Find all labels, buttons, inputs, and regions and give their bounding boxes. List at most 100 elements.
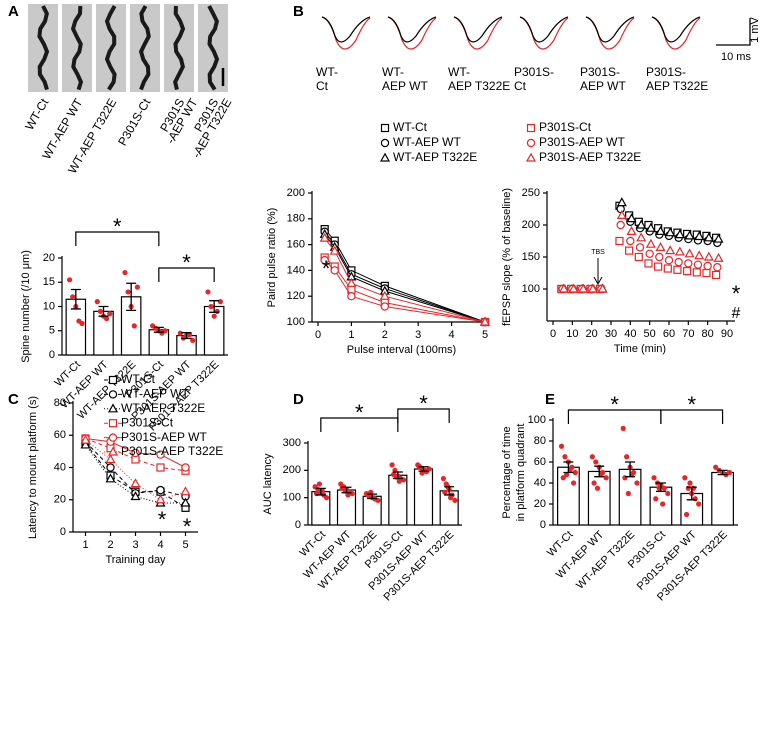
marker (713, 263, 722, 272)
trace-black (321, 16, 371, 43)
data-point (620, 425, 626, 431)
data-point (692, 496, 698, 502)
error-bar (98, 305, 109, 317)
marker (664, 256, 674, 265)
data-point (125, 289, 131, 295)
marker (634, 252, 643, 262)
marker (703, 232, 714, 242)
marker (674, 246, 685, 256)
marker (665, 227, 676, 237)
panel-label: D (293, 391, 304, 408)
marker (106, 463, 115, 472)
data-point (67, 277, 73, 283)
y-tick-label: 300 (283, 437, 301, 449)
marker (330, 266, 339, 275)
legend-label: P301S-AEP WT (539, 135, 625, 149)
data-point (97, 308, 104, 314)
trace-black (651, 16, 701, 43)
marker (526, 138, 536, 148)
significance-bracket (75, 231, 160, 246)
y-tick-label: 100 (528, 414, 546, 426)
annotation: * (158, 507, 167, 532)
marker (635, 243, 645, 252)
x-tick-label: 80 (702, 328, 714, 340)
y-axis-label: Percentage of time (501, 426, 513, 518)
data-point (570, 480, 577, 486)
data-point (593, 459, 599, 465)
significance-bracket (397, 408, 450, 423)
legend-label: P301S-AEP T322E (121, 444, 223, 458)
x-tick-label: 70 (682, 328, 694, 340)
data-point (660, 501, 666, 507)
y-tick-label: 0 (49, 349, 55, 361)
y-axis-label: AUC latency (262, 453, 274, 515)
data-point (442, 489, 448, 495)
data-point (651, 475, 657, 481)
x-tick-label: 0 (550, 328, 556, 340)
data-point (683, 511, 690, 518)
dendrite (70, 5, 84, 91)
marker (645, 249, 654, 258)
error-bar (392, 471, 403, 480)
data-point (323, 495, 330, 501)
data-point (122, 269, 128, 276)
bar (148, 329, 170, 356)
image-label: WT-Ct (22, 96, 51, 133)
data-point (665, 490, 671, 497)
data-point (726, 469, 733, 476)
marker (616, 220, 625, 230)
trace-label: Ct (514, 79, 527, 93)
marker (703, 251, 714, 261)
marker (181, 463, 190, 472)
y-tick-label: 200 (287, 187, 305, 199)
marker (131, 448, 140, 458)
y-tick-label: 160 (287, 239, 305, 251)
data-point (572, 469, 578, 476)
trace-black (453, 16, 503, 43)
data-point (107, 311, 113, 317)
legend-label: WT-Ct (393, 120, 428, 134)
data-point (653, 496, 659, 502)
data-point (211, 313, 217, 319)
y-tick-label: 180 (287, 213, 305, 225)
annotation: * (732, 281, 741, 306)
marker (655, 241, 666, 251)
marker (578, 283, 589, 293)
marker (683, 266, 692, 276)
data-point (589, 454, 595, 460)
y-tick-label: 120 (287, 290, 305, 302)
marker (105, 454, 116, 464)
legend-label: P301S-Ct (539, 120, 592, 134)
trace-label: P301S- (514, 65, 554, 79)
data-point (661, 485, 667, 491)
marker (694, 231, 705, 241)
error-bar (315, 487, 326, 496)
legend-label: P301S-AEP WT (121, 430, 207, 444)
error-bar (367, 493, 378, 500)
marker (663, 264, 672, 273)
x-tick-label: 0 (315, 329, 321, 341)
x-tick-label: 20 (586, 328, 598, 340)
marker (156, 463, 165, 472)
y-tick-label: 80 (534, 435, 546, 447)
marker (684, 248, 695, 258)
marker (130, 478, 141, 488)
image-label: P301S-Ct (115, 96, 153, 149)
series-line (85, 438, 186, 472)
marker (673, 265, 682, 274)
x-axis-label: Training day (105, 554, 166, 566)
trace-label: AEP WT (580, 79, 626, 93)
error-bar (655, 482, 666, 493)
marker (655, 252, 664, 262)
marker (692, 268, 701, 277)
x-tick-label: 50 (644, 328, 656, 340)
marker (684, 230, 695, 240)
marker (108, 390, 118, 399)
y-tick-label: 0 (60, 526, 66, 538)
significance-bracket (660, 409, 724, 424)
significance-bracket (158, 267, 215, 282)
marker (645, 222, 656, 232)
legend-label: P301S-AEP T322E (539, 150, 641, 164)
bar (413, 468, 434, 526)
dendrite (37, 5, 50, 91)
